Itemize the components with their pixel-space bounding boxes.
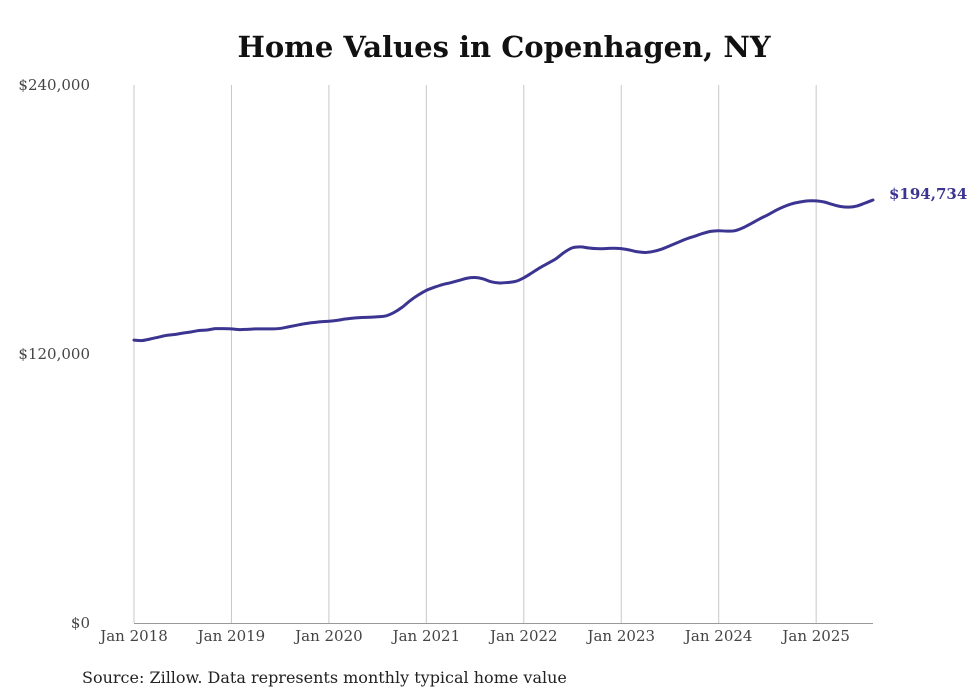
x-tick-label: Jan 2019 bbox=[196, 627, 266, 645]
x-tick-label: Jan 2021 bbox=[391, 627, 461, 645]
y-tick-label: $120,000 bbox=[18, 345, 90, 363]
tick-labels: Jan 2018 Jan 2019 Jan 2020 Jan 2021 Jan 2022… bbox=[18, 76, 967, 645]
x-tick-label: Jan 2023 bbox=[585, 627, 655, 645]
x-tick-label: Jan 2024 bbox=[683, 627, 753, 645]
y-tick-label: $240,000 bbox=[18, 76, 90, 94]
x-tick-label: Jan 2022 bbox=[488, 627, 558, 645]
x-tick-label: Jan 2020 bbox=[293, 627, 363, 645]
series-layer bbox=[132, 198, 875, 343]
y-tick-label: $0 bbox=[71, 614, 90, 632]
grid-lines bbox=[133, 85, 817, 623]
series-line bbox=[132, 198, 875, 343]
x-tick-label: Jan 2018 bbox=[98, 627, 168, 645]
source-note: Source: Zillow. Data represents monthly … bbox=[82, 668, 567, 687]
x-tick-label: Jan 2025 bbox=[780, 627, 850, 645]
end-value-label: $194,734 bbox=[889, 185, 967, 203]
chart-title: Home Values in Copenhagen, NY bbox=[237, 30, 771, 64]
